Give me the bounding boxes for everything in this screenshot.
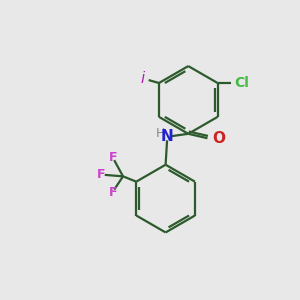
Text: i: i — [140, 71, 144, 86]
Text: Cl: Cl — [234, 76, 249, 90]
Text: F: F — [97, 168, 106, 182]
Text: N: N — [161, 129, 173, 144]
Text: F: F — [109, 186, 117, 199]
Text: H: H — [156, 127, 165, 140]
Text: F: F — [109, 151, 117, 164]
Text: O: O — [212, 131, 225, 146]
